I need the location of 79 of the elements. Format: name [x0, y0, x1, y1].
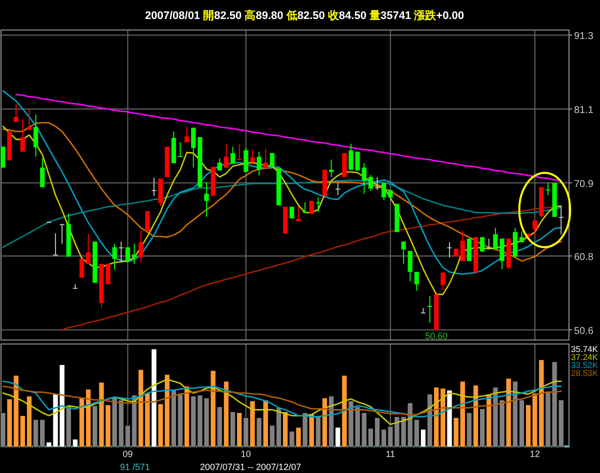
candlestick	[558, 206, 564, 235]
candlestick	[178, 142, 183, 158]
line-series	[2, 122, 562, 262]
line-series	[2, 90, 562, 275]
candlestick	[336, 182, 340, 196]
candlestick	[401, 240, 406, 264]
candlestick	[34, 114, 38, 158]
line-series	[15, 94, 562, 182]
y-tick-label: 60.8	[574, 252, 594, 263]
candlestick	[408, 250, 412, 282]
candlestick	[374, 176, 380, 191]
candlestick	[427, 295, 432, 324]
line-series	[2, 126, 562, 296]
candlestick	[72, 284, 78, 289]
candlestick	[204, 182, 209, 218]
candlestick	[309, 200, 314, 214]
x-tick-label: 10	[240, 449, 251, 459]
candlestick	[40, 158, 45, 188]
candlestick	[20, 118, 25, 152]
candlestick	[440, 272, 446, 291]
candlestick	[152, 177, 156, 196]
candlestick	[362, 162, 366, 194]
series-label: 28.53K	[571, 368, 598, 378]
candlestick	[480, 236, 485, 252]
candlestick	[26, 108, 32, 130]
candlestick	[0, 146, 6, 168]
y-tick-label: 70.9	[574, 178, 594, 190]
candlestick	[532, 220, 538, 236]
candlestick	[348, 143, 354, 170]
candlestick	[184, 126, 190, 143]
x-tick-label: 12	[530, 449, 540, 459]
y-tick-label: 50.6	[574, 326, 594, 337]
text: 91 /571	[120, 462, 150, 472]
candlestick	[316, 196, 320, 212]
series-label: 35.74K	[571, 344, 598, 354]
y-tick-label: 91.3	[574, 31, 594, 42]
annotation: 50.60	[425, 330, 448, 341]
text: 37.24K	[571, 352, 598, 362]
candlestick	[132, 243, 137, 264]
y-tick-label: 81.1	[574, 104, 594, 116]
candlestick	[546, 182, 550, 196]
candlestick	[230, 146, 236, 164]
candlestick	[14, 103, 18, 122]
candlestick	[145, 210, 150, 232]
candlestick	[447, 242, 452, 258]
candlestick	[414, 271, 419, 292]
candlestick	[60, 224, 64, 244]
candlestick	[217, 158, 222, 172]
x-tick-label: 11	[386, 449, 396, 459]
candlestick	[328, 159, 334, 178]
candlestick	[86, 234, 91, 264]
candlestick	[302, 202, 308, 214]
candlestick	[460, 230, 465, 262]
text: 2007/07/31 -- 2007/12/07	[200, 462, 302, 472]
candlestick	[486, 238, 492, 248]
candlestick	[466, 238, 472, 262]
candlestick	[237, 144, 242, 160]
candlestick	[296, 206, 301, 222]
candlestick	[270, 152, 274, 168]
candlestick	[118, 240, 124, 263]
candlestick	[256, 151, 262, 176]
candlestick	[244, 146, 248, 172]
candlestick	[290, 206, 294, 219]
candlestick	[250, 149, 255, 166]
candlestick	[263, 148, 268, 169]
chart-title: 2007/08/01 開82.50 高89.80 低82.50 收84.50 量35741 漲跌+0.00	[145, 10, 464, 22]
candlestick	[382, 182, 386, 201]
candlestick	[53, 233, 58, 256]
candlestick	[224, 144, 229, 168]
candlestick	[342, 152, 347, 178]
candlestick	[420, 308, 426, 314]
text: 33.52K	[571, 360, 598, 370]
candlestick	[368, 174, 373, 192]
line-series	[61, 206, 562, 331]
candlestick	[355, 151, 360, 172]
candlestick	[191, 127, 196, 168]
x-tick-label: 09	[122, 449, 133, 459]
candlestick	[112, 243, 117, 270]
candlestick	[138, 230, 144, 263]
